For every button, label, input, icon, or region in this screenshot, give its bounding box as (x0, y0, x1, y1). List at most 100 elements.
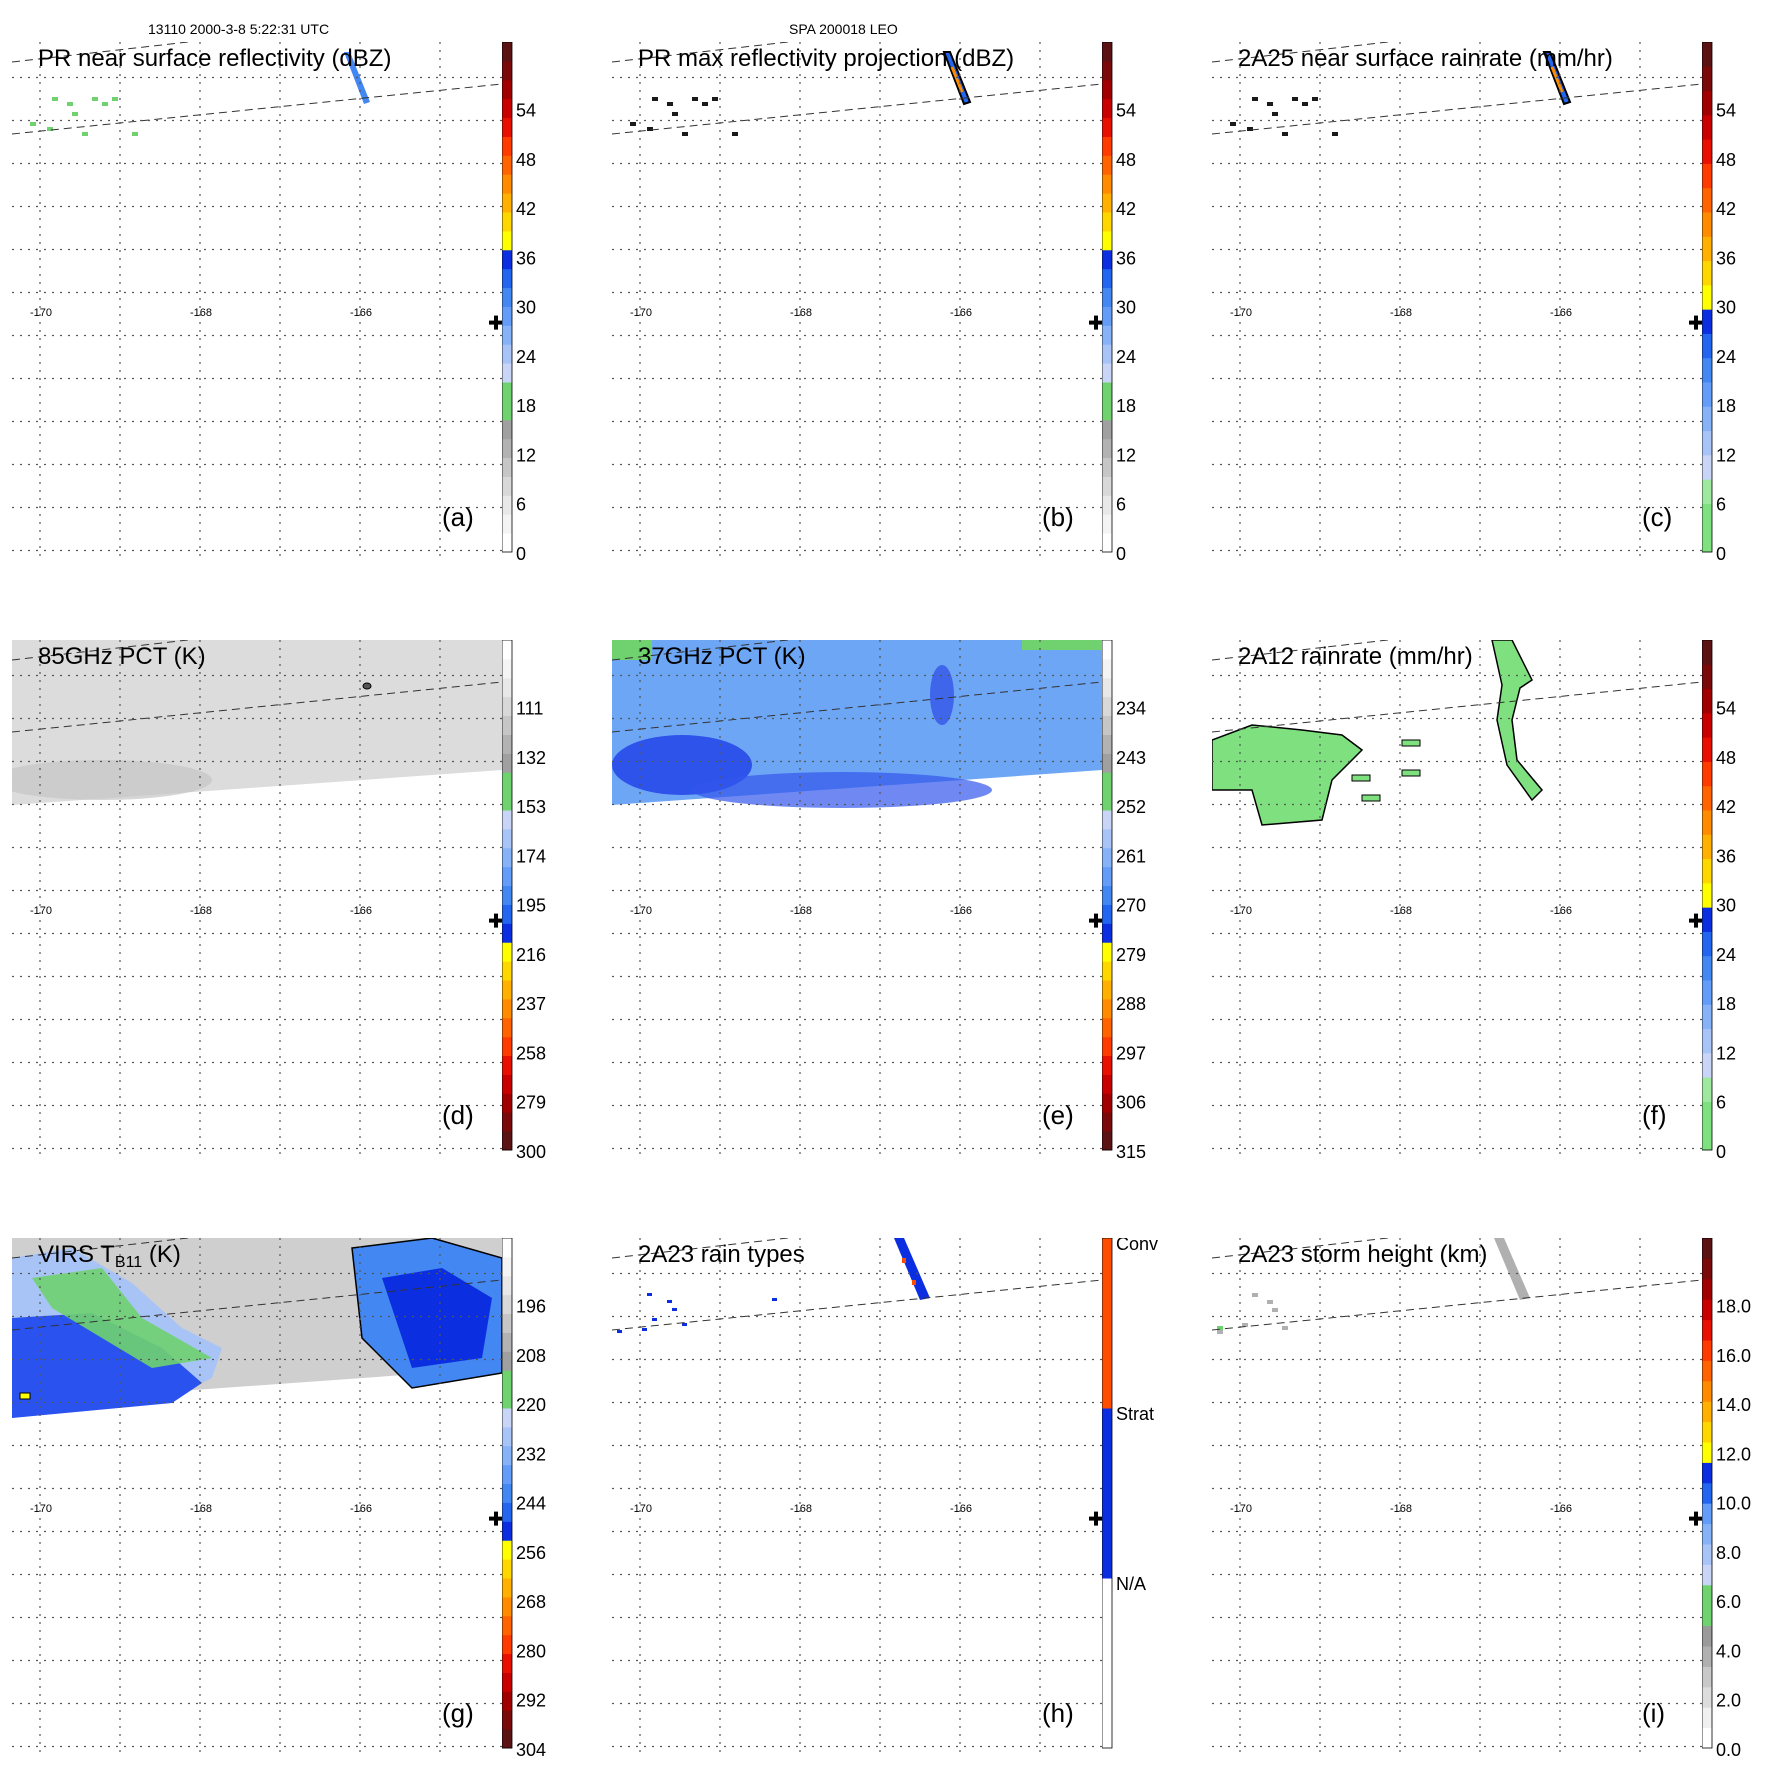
panel-label-d: (d) (442, 1100, 474, 1130)
colorbar-swatch (1702, 907, 1712, 932)
lon-label: -168 (790, 1503, 812, 1515)
colorbar-swatch (1702, 430, 1712, 456)
colorbar-swatch (1702, 503, 1712, 529)
colorbar-tick-label: 252 (1116, 797, 1146, 817)
colorbar-swatch (1102, 419, 1112, 440)
panel-title-h: 2A23 rain types (638, 1241, 805, 1268)
map-b: -170-168-166-164-162-160-34-36-38-40-42-… (612, 42, 1102, 562)
colorbar-swatch (1702, 761, 1712, 787)
colorbar-swatch (1102, 961, 1112, 981)
colorbar-tick-label: 30 (1716, 298, 1736, 318)
graticule-a: -170-168-166-164-162-160-34-36-38-40-42-… (12, 42, 502, 562)
colorbar-swatch (1702, 1101, 1712, 1127)
colorbar-swatch (1702, 1360, 1712, 1382)
swath-edge-lines-c (1212, 42, 1702, 135)
colorbar-swatch (1702, 688, 1712, 714)
lon-label: -166 (950, 1503, 972, 1515)
colorbar-swatch (502, 382, 512, 402)
panel-label-h: (h) (1042, 1698, 1074, 1728)
rain-type-band-h (894, 1238, 930, 1300)
colorbar-tick-label: 6 (1716, 1093, 1726, 1113)
map-canvas-g: -170-168-166-164-162-160-34-36-38-40-42-… (12, 1238, 502, 1758)
colorbar-swatch (502, 98, 512, 119)
colorbar-swatch (1702, 737, 1712, 762)
swath-edge-lines-i (1212, 1238, 1702, 1331)
colorbar-tick-label: 0 (1116, 544, 1126, 562)
scattered-echoes-a (30, 97, 138, 136)
colorbar-swatch (1102, 382, 1112, 402)
colorbar-swatch (1702, 1028, 1712, 1054)
colorbar-tick-label: 297 (1116, 1043, 1146, 1063)
colorbar-tick-label: 42 (516, 199, 536, 219)
colorbar-tick-label: 6 (1716, 495, 1726, 515)
colorbar-swatch (1702, 454, 1712, 480)
colorbar-swatch (1102, 400, 1112, 421)
colorbar-tick-label: 36 (1716, 248, 1736, 268)
center-marker-icon (489, 315, 502, 330)
colorbar-swatch (1702, 1707, 1712, 1729)
colorbar-a: 0 6 12 18 24 30 36 42 48 54 (502, 42, 572, 562)
colorbar-swatch (1102, 998, 1112, 1019)
panel-g: -170-168-166-164-162-160-34-36-38-40-42-… (12, 1238, 572, 1778)
colorbar-c: 0 6 12 18 24 30 36 42 48 54 (1702, 42, 1771, 562)
colorbar-swatch (502, 174, 512, 194)
colorbar-swatch (502, 1502, 512, 1522)
colorbar-swatch (1702, 66, 1712, 92)
colorbar-swatch (1102, 457, 1112, 477)
colorbar-d: 300 279 258 237 216 195 174 153 132 111 (502, 640, 572, 1160)
colorbar-tick-label: 234 (1116, 699, 1146, 719)
colorbar-swatch (502, 753, 512, 773)
colorbar-swatch (1702, 1401, 1712, 1423)
panel-f: -170-168-166-164-162-160-34-36-38-40-42-… (1212, 640, 1771, 1180)
colorbar-swatch (1102, 79, 1112, 100)
colorbar-swatch (1102, 98, 1112, 119)
orbit-time-header: 13110 2000-3-8 5:22:31 UTC (148, 21, 330, 37)
colorbar-tick-label: 306 (1116, 1093, 1146, 1113)
colorbar-swatch (1702, 785, 1712, 811)
lon-label: -168 (190, 307, 212, 319)
colorbar-swatch (1102, 268, 1112, 289)
colorbar-swatch (1702, 187, 1712, 213)
colorbar-swatch (1102, 677, 1112, 698)
colorbar-swatch (1102, 980, 1112, 1000)
panel-b: -170-168-166-164-162-160-34-36-38-40-42-… (612, 42, 1172, 582)
colorbar-swatch (502, 998, 512, 1019)
colorbar-swatch (1702, 1442, 1712, 1463)
colorbar-swatch (502, 1578, 512, 1598)
colorbar-tick-label: 279 (1116, 945, 1146, 965)
colorbar-swatch (502, 457, 512, 477)
panel-title-b: PR max reflectivity projection (dBZ) (638, 45, 1015, 72)
colorbar-swatch (1702, 1380, 1712, 1402)
colorbar-tick-label: 18 (516, 396, 536, 416)
lon-label: -168 (1390, 1503, 1412, 1515)
colorbar-swatch (1702, 1646, 1712, 1667)
colorbar-swatch (1702, 1605, 1712, 1627)
colorbar-swatch (502, 400, 512, 421)
lon-label: -168 (790, 307, 812, 319)
colorbar-tick-label: 244 (516, 1494, 546, 1514)
colorbar-swatch (502, 1483, 512, 1503)
center-marker-icon (1689, 1511, 1702, 1526)
colorbar-swatch (1102, 476, 1112, 496)
colorbar-swatch (1102, 1112, 1112, 1132)
colorbar-swatch (1102, 715, 1112, 735)
colorbar-swatch (502, 885, 512, 905)
colorbar-tick-label: 12.0 (1716, 1444, 1751, 1464)
colorbar-swatch (1102, 942, 1112, 962)
map-a: -170-168-166-164-162-160-34-36-38-40-42-… (12, 42, 502, 562)
colorbar-tick-label: 36 (516, 248, 536, 268)
lon-label: -166 (1550, 1503, 1572, 1515)
colorbar-swatch (502, 1615, 512, 1636)
colorbar-swatch (1702, 1482, 1712, 1504)
colorbar-swatch (502, 696, 512, 717)
colorbar-swatch (1702, 1686, 1712, 1708)
colorbar-swatch (1702, 955, 1712, 981)
colorbar-swatch (502, 1093, 512, 1113)
panel-title-e: 37GHz PCT (K) (638, 643, 806, 670)
colorbar-swatch (502, 514, 512, 534)
colorbar-swatch (502, 1634, 512, 1655)
swath-edge-lines-e (612, 640, 1102, 733)
colorbar-swatch (1702, 1077, 1712, 1102)
colorbar-swatch (502, 1653, 512, 1673)
lon-label: -170 (30, 1503, 52, 1515)
